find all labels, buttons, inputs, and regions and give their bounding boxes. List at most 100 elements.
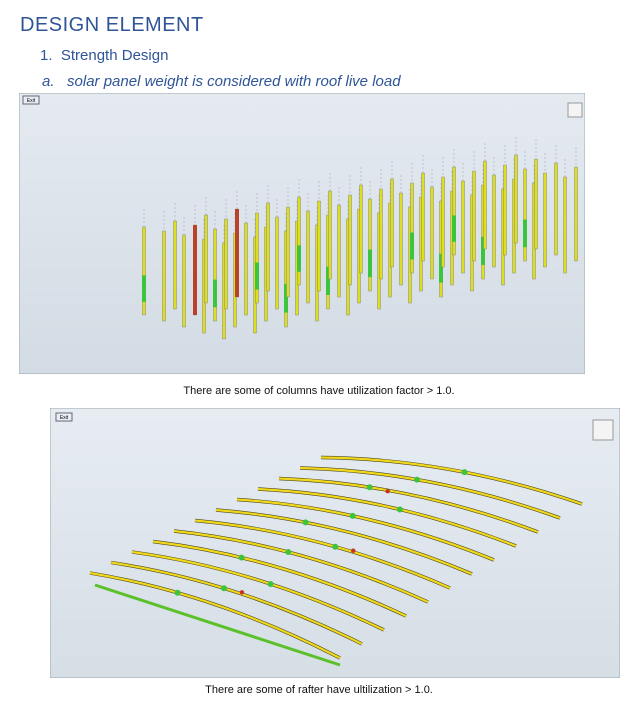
edge-beam <box>94 583 341 667</box>
column <box>514 154 518 244</box>
rafter <box>236 498 495 562</box>
rafter-segment <box>349 512 356 519</box>
column <box>306 210 310 304</box>
column-segment <box>142 275 146 302</box>
column <box>523 168 527 262</box>
column-segment <box>481 236 485 265</box>
exit-label[interactable]: Exit <box>60 415 69 421</box>
column <box>472 170 476 262</box>
column <box>379 188 383 280</box>
viewport <box>19 93 585 374</box>
column <box>399 192 403 286</box>
figure-rafters: Exit <box>50 408 620 678</box>
column <box>317 200 321 292</box>
column <box>173 220 177 310</box>
column-segment <box>213 279 217 308</box>
rafter-segment <box>396 506 403 513</box>
column <box>224 218 228 310</box>
column <box>328 190 332 280</box>
column-segment <box>326 266 330 295</box>
rafters <box>89 455 583 660</box>
sublist-item: a. solar panel weight is considered with… <box>42 73 401 90</box>
rafter-segment <box>267 581 274 588</box>
column <box>255 212 259 304</box>
rafter-segment <box>366 484 373 491</box>
column <box>275 216 279 310</box>
list-text: Strength Design <box>60 47 169 64</box>
column <box>452 166 456 256</box>
column <box>182 234 186 328</box>
rafter <box>131 550 385 631</box>
column <box>162 230 166 322</box>
column <box>574 166 578 262</box>
column-segment <box>297 245 301 272</box>
column <box>534 158 538 250</box>
column <box>441 176 445 268</box>
column-segment <box>410 232 414 260</box>
caption: There are some of columns have utilizati… <box>183 385 455 397</box>
rafter <box>110 561 363 645</box>
figure-columns: Exit <box>19 93 585 374</box>
rafter-segment <box>220 585 227 592</box>
rafter-segment <box>238 554 245 561</box>
rafter-segment <box>174 589 181 596</box>
rafter-overstress <box>239 590 245 595</box>
columns <box>142 135 578 340</box>
rafter <box>89 571 341 659</box>
exit-button[interactable] <box>22 95 40 105</box>
column-segment <box>439 253 443 283</box>
column-segment <box>368 249 372 278</box>
column <box>390 178 394 268</box>
column <box>297 196 301 286</box>
column <box>410 182 414 274</box>
rafter-overstress <box>385 489 390 494</box>
sublist-marker: a. <box>42 73 55 90</box>
heading: DESIGN ELEMENT <box>20 14 204 36</box>
list-item: 1. Strength Design <box>40 47 168 64</box>
column-overstress <box>235 209 239 297</box>
view-cube <box>592 419 614 441</box>
column <box>492 174 496 268</box>
column-segment <box>523 219 527 248</box>
sublist-text: solar panel weight is considered with ro… <box>67 73 401 90</box>
rafter <box>152 540 407 617</box>
viewport <box>50 408 620 678</box>
column <box>244 222 248 316</box>
column <box>563 176 567 274</box>
column <box>337 204 341 298</box>
column <box>430 186 434 280</box>
column-overstress <box>193 225 197 315</box>
rafter-segment <box>414 476 420 483</box>
view-cube <box>567 102 583 118</box>
rafter <box>173 529 429 604</box>
rafter-segment <box>332 543 339 550</box>
rafter <box>215 508 473 576</box>
exit-label[interactable]: Exit <box>27 98 36 104</box>
rafter <box>278 477 539 534</box>
column <box>286 206 290 298</box>
column-segment <box>255 262 259 290</box>
rafter <box>257 487 517 548</box>
column <box>543 172 547 268</box>
exit-button[interactable] <box>55 412 73 422</box>
column <box>368 198 372 292</box>
column <box>554 162 558 256</box>
column-segment <box>452 215 456 242</box>
rafter-segment <box>302 519 309 526</box>
column <box>483 160 487 250</box>
column-segment <box>284 283 288 313</box>
rafter-segment <box>461 469 468 476</box>
rafter-overstress <box>351 548 356 553</box>
rafter-segment <box>285 549 292 556</box>
rafter <box>320 456 583 506</box>
column <box>421 172 425 262</box>
column <box>348 194 352 286</box>
column <box>213 228 217 322</box>
column <box>461 180 465 274</box>
rafter <box>299 466 561 520</box>
rafter <box>194 519 451 590</box>
column <box>204 214 208 304</box>
column <box>359 184 363 274</box>
column <box>142 226 146 316</box>
